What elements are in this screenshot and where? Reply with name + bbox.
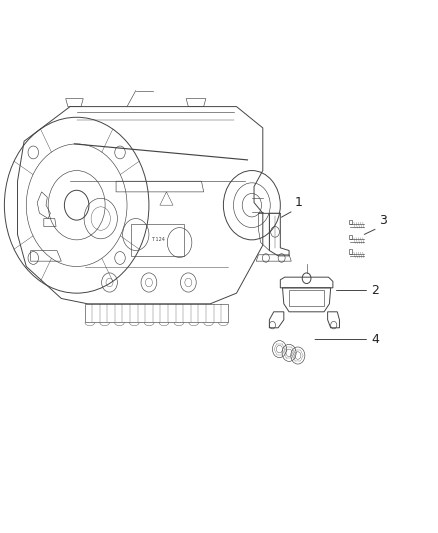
Text: 2: 2	[371, 284, 379, 297]
Text: T 124: T 124	[151, 237, 165, 243]
Text: 3: 3	[379, 214, 387, 227]
Text: 1: 1	[295, 197, 303, 209]
Text: 4: 4	[371, 333, 379, 346]
